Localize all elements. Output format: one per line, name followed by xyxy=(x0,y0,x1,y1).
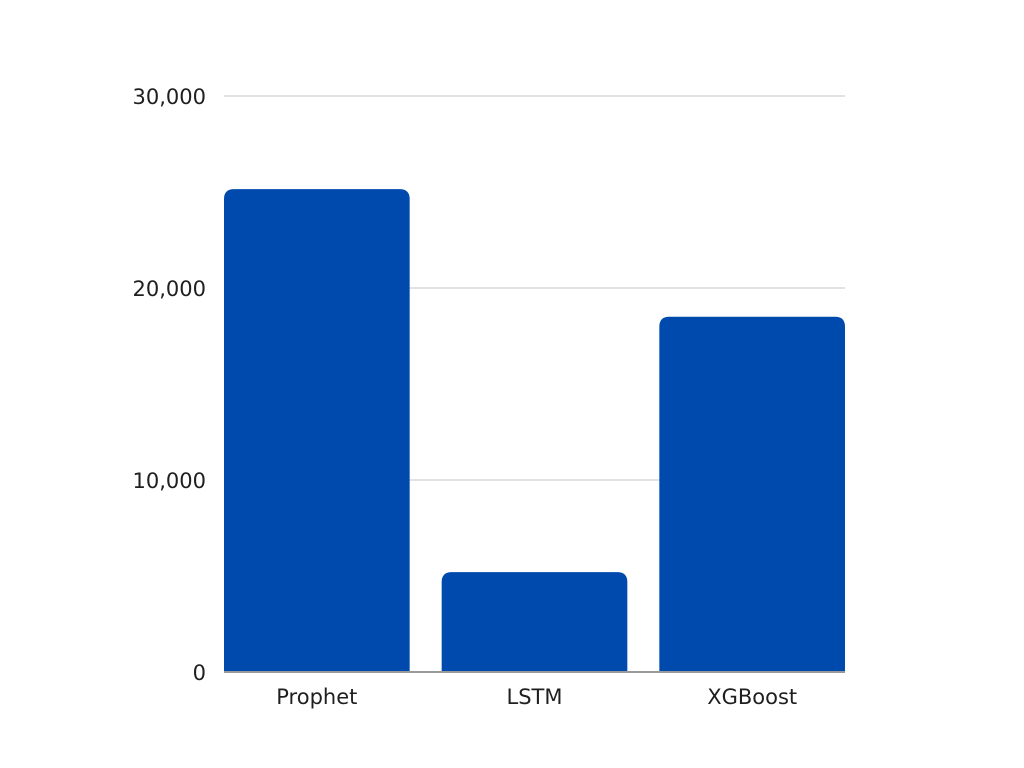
x-category-label: Prophet xyxy=(276,685,357,709)
x-category-label: XGBoost xyxy=(707,685,797,709)
y-tick-label: 30,000 xyxy=(133,85,206,109)
y-tick-label: 0 xyxy=(193,661,206,685)
y-tick-label: 20,000 xyxy=(133,277,206,301)
x-axis-category-labels: Prophet LSTM XGBoost xyxy=(276,685,797,709)
x-category-label: LSTM xyxy=(507,685,563,709)
bar-prophet xyxy=(224,189,410,672)
y-tick-label: 10,000 xyxy=(133,469,206,493)
y-axis-tick-labels: 0 10,000 20,000 30,000 xyxy=(133,85,206,685)
bars xyxy=(224,189,845,672)
bar-xgboost xyxy=(659,316,845,672)
bar-lstm xyxy=(441,572,628,672)
